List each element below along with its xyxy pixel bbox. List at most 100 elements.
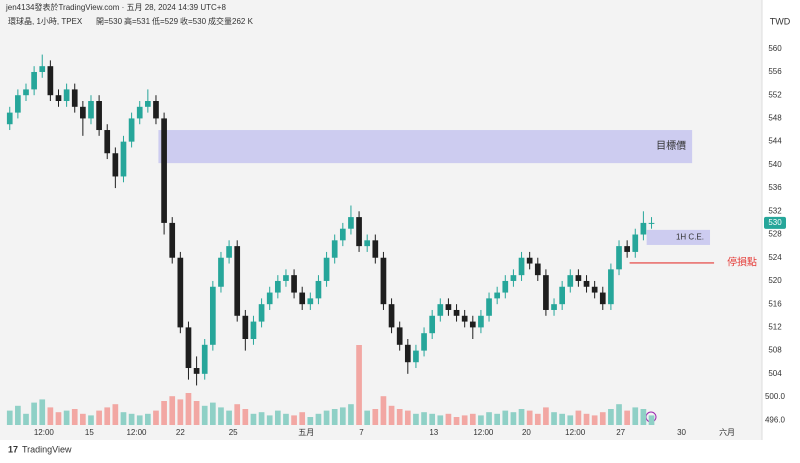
y-tick-label: 536 bbox=[768, 183, 782, 192]
volume-bar bbox=[218, 407, 224, 425]
y-tick-label: 528 bbox=[768, 230, 782, 239]
candle-body bbox=[307, 298, 314, 305]
candle-body bbox=[193, 368, 200, 374]
volume-bar bbox=[567, 415, 574, 425]
candle-body bbox=[15, 95, 21, 113]
x-tick-label: 五月 bbox=[298, 428, 314, 437]
candle-body bbox=[502, 280, 509, 293]
candle-body bbox=[348, 217, 354, 229]
x-tick-label: 12:00 bbox=[34, 428, 55, 437]
brand: 17 bbox=[8, 444, 18, 454]
volume-bar bbox=[526, 410, 533, 425]
candle-body bbox=[23, 89, 29, 96]
candle-body bbox=[356, 217, 362, 247]
candle-body bbox=[608, 269, 614, 305]
y-tick-label: 512 bbox=[768, 322, 782, 331]
volume-bar bbox=[63, 410, 70, 425]
candle-body bbox=[478, 315, 484, 328]
candle-body bbox=[510, 275, 517, 281]
brand: TradingView bbox=[22, 444, 72, 454]
candle-body bbox=[575, 275, 582, 281]
candle-body bbox=[632, 234, 639, 252]
candle-body bbox=[96, 101, 102, 131]
candle-body bbox=[429, 315, 436, 334]
candle-body bbox=[437, 304, 444, 316]
volume-bar bbox=[88, 415, 94, 425]
candle-body bbox=[250, 321, 257, 339]
volume-bar bbox=[112, 404, 119, 425]
volume-bar bbox=[348, 404, 354, 425]
candle-body bbox=[185, 327, 192, 369]
candle-body bbox=[486, 298, 492, 316]
candle-body bbox=[518, 257, 525, 276]
y-tick-label: 560 bbox=[768, 44, 782, 53]
candle-body bbox=[283, 275, 289, 281]
open: 開=530 bbox=[96, 17, 123, 26]
volume-bar bbox=[510, 412, 517, 425]
candle-body bbox=[274, 280, 281, 293]
x-tick-label: 13 bbox=[429, 428, 438, 437]
y-tick-label: 500.0 bbox=[765, 392, 786, 401]
volume-bar bbox=[71, 409, 78, 425]
y-tick-label: 552 bbox=[768, 90, 782, 99]
x-tick-label: 12:00 bbox=[565, 428, 586, 437]
volume-bar bbox=[234, 404, 241, 425]
y-tick-label: 516 bbox=[768, 299, 782, 308]
volume-bar bbox=[226, 410, 232, 425]
candle-body bbox=[6, 112, 13, 125]
volume-bar bbox=[469, 413, 476, 425]
candle-body bbox=[299, 292, 306, 305]
candle-body bbox=[31, 71, 37, 90]
candle-body bbox=[63, 89, 70, 102]
candle-body bbox=[120, 141, 127, 177]
candle-body bbox=[404, 344, 411, 363]
candle-body bbox=[145, 101, 151, 107]
candle-body bbox=[39, 66, 46, 72]
candle-body bbox=[266, 292, 273, 305]
high: 高=531 bbox=[124, 16, 151, 26]
candle-body bbox=[128, 118, 135, 142]
candle-body bbox=[71, 89, 78, 107]
volume-bar bbox=[299, 412, 306, 425]
volume-bar bbox=[291, 415, 297, 425]
candle-body bbox=[153, 101, 159, 119]
candle-body bbox=[88, 101, 94, 119]
volume-bar bbox=[518, 409, 525, 425]
byline: jen4134發表於TradingView.com · 五月 28, 2024 … bbox=[5, 2, 226, 12]
volume-bar bbox=[15, 405, 21, 425]
volume-bar bbox=[128, 413, 135, 425]
volume-bar bbox=[169, 396, 176, 425]
candle-body bbox=[55, 95, 62, 102]
volume-bar bbox=[429, 413, 436, 425]
volume-bar bbox=[145, 413, 151, 425]
candle-body bbox=[559, 286, 566, 305]
close: 收=530 bbox=[180, 16, 207, 26]
candle-body bbox=[591, 286, 598, 293]
volume-bar bbox=[331, 409, 338, 425]
volume-bar bbox=[96, 410, 102, 425]
x-tick-label: 15 bbox=[85, 428, 94, 437]
y-tick-label: 496.0 bbox=[765, 415, 786, 424]
x-tick-label: 12:00 bbox=[126, 428, 147, 437]
volume-bar bbox=[250, 413, 257, 425]
volume-bar bbox=[551, 412, 557, 425]
volume-bar bbox=[274, 410, 281, 425]
volume-bar bbox=[55, 412, 62, 425]
volume-bar bbox=[356, 345, 362, 425]
candle-body bbox=[80, 106, 86, 119]
volume-bar bbox=[478, 415, 484, 425]
volume-bar bbox=[388, 405, 395, 425]
volume-bar bbox=[136, 415, 143, 425]
candle-body bbox=[242, 315, 249, 339]
y-tick-label: 504 bbox=[768, 369, 782, 378]
price-tag-label: 530 bbox=[768, 218, 782, 227]
volume-bar bbox=[307, 417, 314, 425]
candle-body bbox=[648, 222, 655, 224]
volume-bar bbox=[364, 410, 371, 425]
volume-bar bbox=[372, 409, 379, 425]
volume-bar bbox=[421, 412, 427, 425]
volume-bar bbox=[502, 410, 509, 425]
candle-body bbox=[526, 257, 533, 264]
candle-body bbox=[534, 263, 541, 276]
candle-body bbox=[624, 246, 630, 252]
